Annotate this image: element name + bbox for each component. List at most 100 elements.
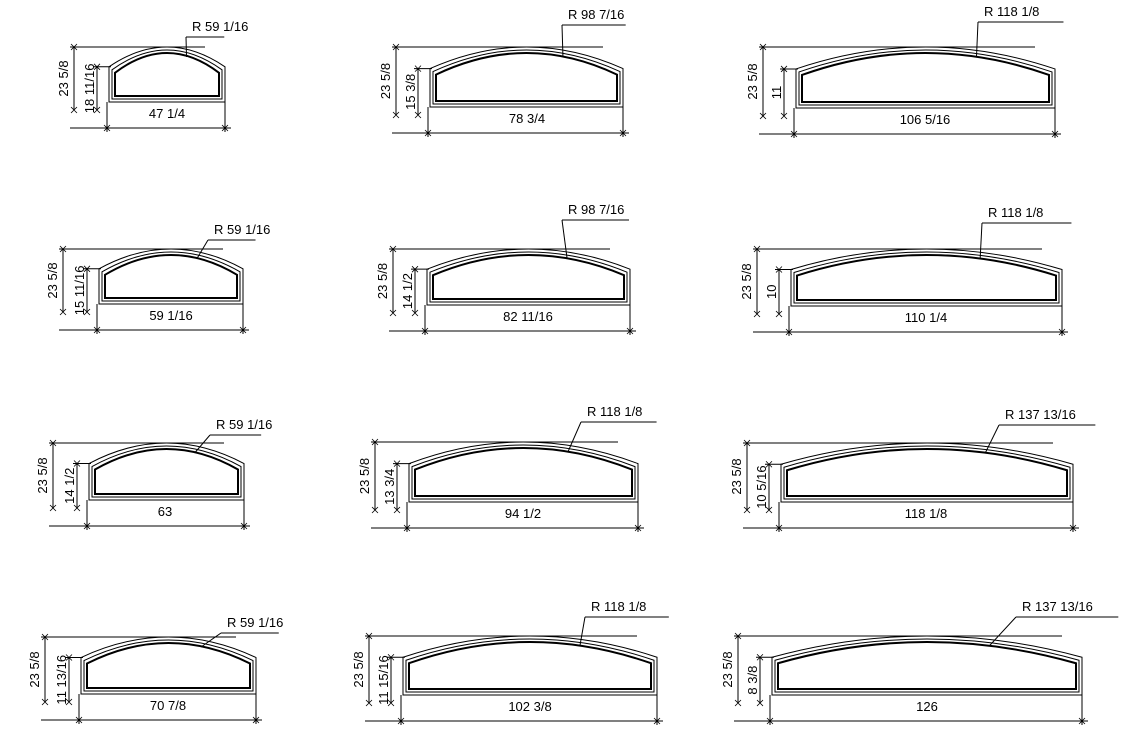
width-tick-right xyxy=(240,522,248,530)
total-height-tick-bottom xyxy=(392,111,400,119)
window-drawing: R 137 13/16 23 5/8 10 5/16 118 1/8 xyxy=(729,407,1096,532)
radius-leader xyxy=(561,219,568,260)
side-height-tick-top xyxy=(411,265,419,273)
total-height-tick-top xyxy=(365,632,373,640)
side-height-label: 11 13/16 xyxy=(54,655,69,705)
width-label: 102 3/8 xyxy=(508,699,551,714)
radius-label: R 118 1/8 xyxy=(591,599,646,614)
window-drawing: R 118 1/8 23 5/8 11 106 5/16 xyxy=(745,4,1064,138)
total-height-tick-bottom xyxy=(365,699,373,707)
side-height-tick-bottom xyxy=(765,506,773,514)
width-tick-left xyxy=(785,328,793,336)
total-height-tick-top xyxy=(743,439,751,447)
window-drawing: R 59 1/16 23 5/8 14 1/2 63 xyxy=(35,417,272,530)
window-glass-frame xyxy=(432,254,625,300)
total-height-tick-bottom xyxy=(49,504,57,512)
side-height-tick-bottom xyxy=(411,309,419,317)
total-height-tick-bottom xyxy=(743,506,751,514)
radius-leader xyxy=(984,424,1000,454)
window-glass-frame xyxy=(796,254,1057,301)
width-label: 82 11/16 xyxy=(503,309,553,324)
window-drawing: R 98 7/16 23 5/8 14 1/2 82 11/16 xyxy=(375,202,636,335)
total-height-tick-top xyxy=(59,245,67,253)
total-height-tick-top xyxy=(41,633,49,641)
window-middle-frame xyxy=(411,444,636,500)
window-glass-frame xyxy=(414,447,633,497)
window-drawing: R 118 1/8 23 5/8 13 3/4 94 1/2 xyxy=(357,404,657,532)
window-outer-frame xyxy=(80,636,257,695)
window-outer-frame xyxy=(429,46,624,108)
side-height-tick-bottom xyxy=(414,111,422,119)
window-outer-frame xyxy=(108,46,226,103)
total-height-tick-bottom xyxy=(759,112,767,120)
radius-label: R 118 1/8 xyxy=(988,205,1043,220)
total-height-tick-bottom xyxy=(753,310,761,318)
window-glass-frame xyxy=(801,52,1050,103)
side-height-tick-bottom xyxy=(65,698,73,706)
width-tick-left xyxy=(93,326,101,334)
window-outer-frame xyxy=(795,46,1056,109)
window-glass-frame xyxy=(94,448,239,495)
width-label: 63 xyxy=(158,504,172,519)
window-middle-frame xyxy=(83,639,254,692)
total-height-label: 23 5/8 xyxy=(27,651,42,687)
side-height-tick-bottom xyxy=(775,310,783,318)
total-height-tick-top xyxy=(753,245,761,253)
window-drawing: R 98 7/16 23 5/8 15 3/8 78 3/4 xyxy=(378,7,629,137)
width-tick-right xyxy=(239,326,247,334)
width-tick-left xyxy=(397,717,405,725)
radius-label: R 137 13/16 xyxy=(1022,599,1093,614)
width-label: 126 xyxy=(916,699,938,714)
width-tick-right xyxy=(1058,328,1066,336)
total-height-label: 23 5/8 xyxy=(45,262,60,298)
window-middle-frame xyxy=(111,49,223,100)
window-middle-frame xyxy=(91,445,242,498)
window-middle-frame xyxy=(783,445,1071,500)
window-outer-frame xyxy=(402,635,658,696)
radius-label: R 98 7/16 xyxy=(568,7,624,22)
width-tick-left xyxy=(421,327,429,335)
window-outer-frame xyxy=(98,248,244,305)
width-tick-right xyxy=(1051,130,1059,138)
total-height-tick-top xyxy=(734,632,742,640)
side-height-label: 13 3/4 xyxy=(382,469,397,505)
window-outer-frame xyxy=(408,441,639,503)
side-height-label: 14 1/2 xyxy=(62,468,77,504)
window-middle-frame xyxy=(774,638,1080,693)
window-outer-frame xyxy=(790,248,1063,307)
total-height-label: 23 5/8 xyxy=(357,458,372,494)
window-outer-frame xyxy=(426,248,631,306)
width-tick-left xyxy=(83,522,91,530)
radius-label: R 118 1/8 xyxy=(984,4,1039,19)
side-height-tick-bottom xyxy=(393,506,401,514)
total-height-tick-bottom xyxy=(70,106,78,114)
width-label: 70 7/8 xyxy=(150,698,186,713)
radius-leader xyxy=(561,24,564,58)
radius-label: R 59 1/16 xyxy=(227,615,283,630)
width-tick-right xyxy=(626,327,634,335)
window-glass-frame xyxy=(435,52,618,102)
width-label: 106 5/16 xyxy=(900,112,951,127)
radius-label: R 59 1/16 xyxy=(214,222,270,237)
window-middle-frame xyxy=(405,638,655,693)
side-height-tick-bottom xyxy=(387,699,395,707)
width-tick-left xyxy=(403,524,411,532)
side-height-label: 8 3/8 xyxy=(745,666,760,695)
window-glass-frame xyxy=(408,641,652,690)
total-height-tick-top xyxy=(49,439,57,447)
window-glass-frame xyxy=(86,642,251,689)
width-tick-right xyxy=(1078,717,1086,725)
total-height-label: 23 5/8 xyxy=(745,63,760,99)
width-tick-right xyxy=(221,124,229,132)
window-drawing: R 118 1/8 23 5/8 10 110 1/4 xyxy=(739,205,1072,336)
window-glass-frame xyxy=(104,254,238,299)
total-height-label: 23 5/8 xyxy=(56,60,71,96)
width-tick-left xyxy=(424,129,432,137)
total-height-tick-bottom xyxy=(734,699,742,707)
radius-label: R 137 13/16 xyxy=(1005,407,1076,422)
total-height-label: 23 5/8 xyxy=(739,263,754,299)
total-height-label: 23 5/8 xyxy=(720,651,735,687)
total-height-tick-top xyxy=(371,438,379,446)
width-tick-left xyxy=(103,124,111,132)
